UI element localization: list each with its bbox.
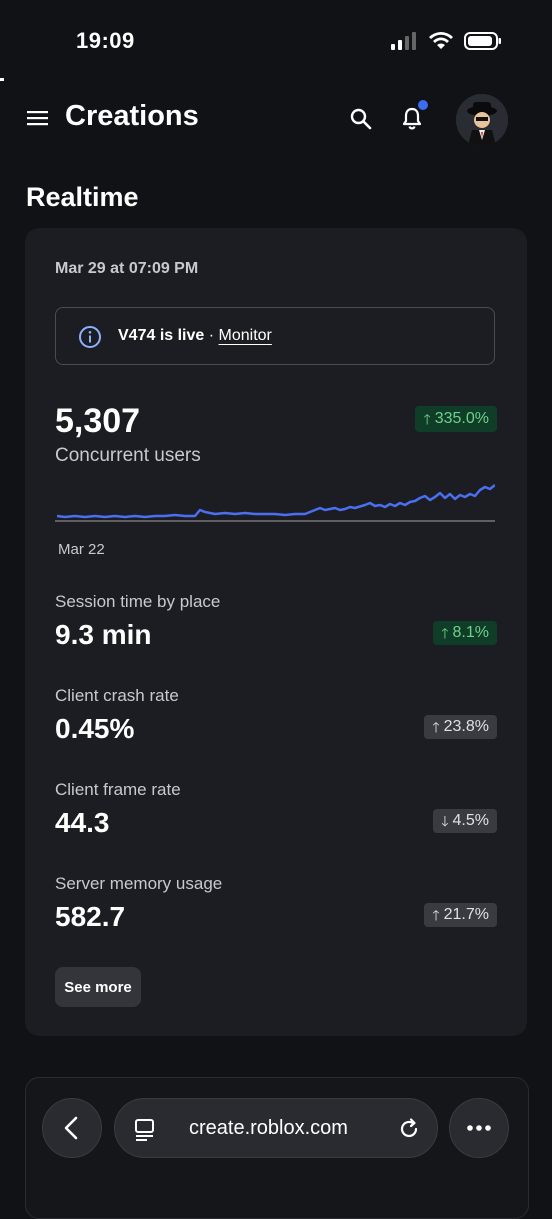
- metric-badge-session-time: 🡑 8.1%: [433, 621, 497, 645]
- status-time: 19:09: [76, 28, 135, 53]
- sparkline-start-label: Mar 22: [58, 541, 105, 558]
- page-menu-icon[interactable]: [133, 1117, 157, 1141]
- wifi-icon: [429, 32, 453, 49]
- status-bar: 19:09: [0, 0, 552, 80]
- concurrent-users-sparkline: [55, 484, 495, 522]
- arrow-up-icon: 🡑: [441, 625, 449, 641]
- more-dots-icon: [467, 1125, 491, 1131]
- browser-url-text: create.roblox.com: [189, 1117, 348, 1139]
- browser-back-button[interactable]: [42, 1098, 102, 1158]
- metric-badge-server-memory: 🡑 21.7%: [424, 903, 497, 927]
- info-icon: [79, 326, 101, 348]
- browser-toolbar: create.roblox.com: [0, 1096, 552, 1160]
- see-more-button[interactable]: See more: [55, 967, 141, 1007]
- notification-dot: [418, 100, 428, 110]
- realtime-card: Mar 29 at 07:09 PM V474 is live · Monito…: [25, 228, 527, 1036]
- metric-value-frame-rate: 44.3: [55, 807, 110, 838]
- notification-bell-icon[interactable]: [398, 104, 426, 132]
- metric-value-server-memory: 582.7: [55, 901, 126, 932]
- metric-label-server-memory: Server memory usage: [55, 874, 223, 893]
- avatar[interactable]: [456, 94, 508, 146]
- page-title: Creations: [65, 100, 199, 132]
- section-title: Realtime: [26, 182, 139, 212]
- concurrent-change-value: 335.0%: [434, 410, 489, 427]
- metric-label-session-time: Session time by place: [55, 592, 221, 611]
- metric-value-crash-rate: 0.45%: [55, 713, 135, 744]
- concurrent-change-badge: 🡑 335.0%: [415, 406, 497, 432]
- live-version-text: V474 is live: [118, 327, 205, 344]
- sparkline-series: [56, 484, 495, 519]
- concurrent-users-value: 5,307: [55, 402, 141, 440]
- metric-change-frame-rate: 4.5%: [452, 812, 489, 829]
- live-separator: ·: [208, 327, 215, 344]
- browser-address-bar[interactable]: create.roblox.com: [114, 1098, 438, 1158]
- metric-label-frame-rate: Client frame rate: [55, 780, 181, 799]
- arrow-up-icon: 🡑: [423, 411, 431, 427]
- metric-value-session-time: 9.3 min: [55, 619, 152, 650]
- status-icons: [390, 31, 502, 51]
- live-banner-text: V474 is live · Monitor: [118, 327, 272, 345]
- live-version-banner: V474 is live · Monitor: [55, 307, 495, 365]
- metric-badge-frame-rate: 🡓 4.5%: [433, 809, 497, 833]
- metric-change-session-time: 8.1%: [452, 624, 489, 641]
- metric-change-crash-rate: 23.8%: [443, 718, 489, 735]
- battery-icon: [464, 32, 501, 50]
- app-header: Creations: [0, 92, 552, 148]
- chevron-left-icon: [64, 1116, 78, 1140]
- browser-more-button[interactable]: [449, 1098, 509, 1158]
- metric-label-crash-rate: Client crash rate: [55, 686, 179, 705]
- monitor-link[interactable]: Monitor: [218, 327, 272, 344]
- realtime-date: Mar 29 at 07:09 PM: [55, 260, 199, 277]
- search-icon[interactable]: [348, 106, 374, 132]
- arrow-up-icon: 🡑: [432, 907, 440, 923]
- edge-marker: [0, 78, 4, 81]
- cellular-signal-icon: [391, 32, 416, 50]
- arrow-up-icon: 🡑: [432, 719, 440, 735]
- arrow-down-icon: 🡓: [441, 813, 449, 829]
- metric-badge-crash-rate: 🡑 23.8%: [424, 715, 497, 739]
- concurrent-users-label: Concurrent users: [55, 445, 201, 466]
- hamburger-menu-icon[interactable]: [26, 106, 50, 130]
- reload-icon[interactable]: [397, 1117, 421, 1141]
- metric-change-server-memory: 21.7%: [443, 906, 489, 923]
- avatar-figure-icon: [456, 94, 508, 146]
